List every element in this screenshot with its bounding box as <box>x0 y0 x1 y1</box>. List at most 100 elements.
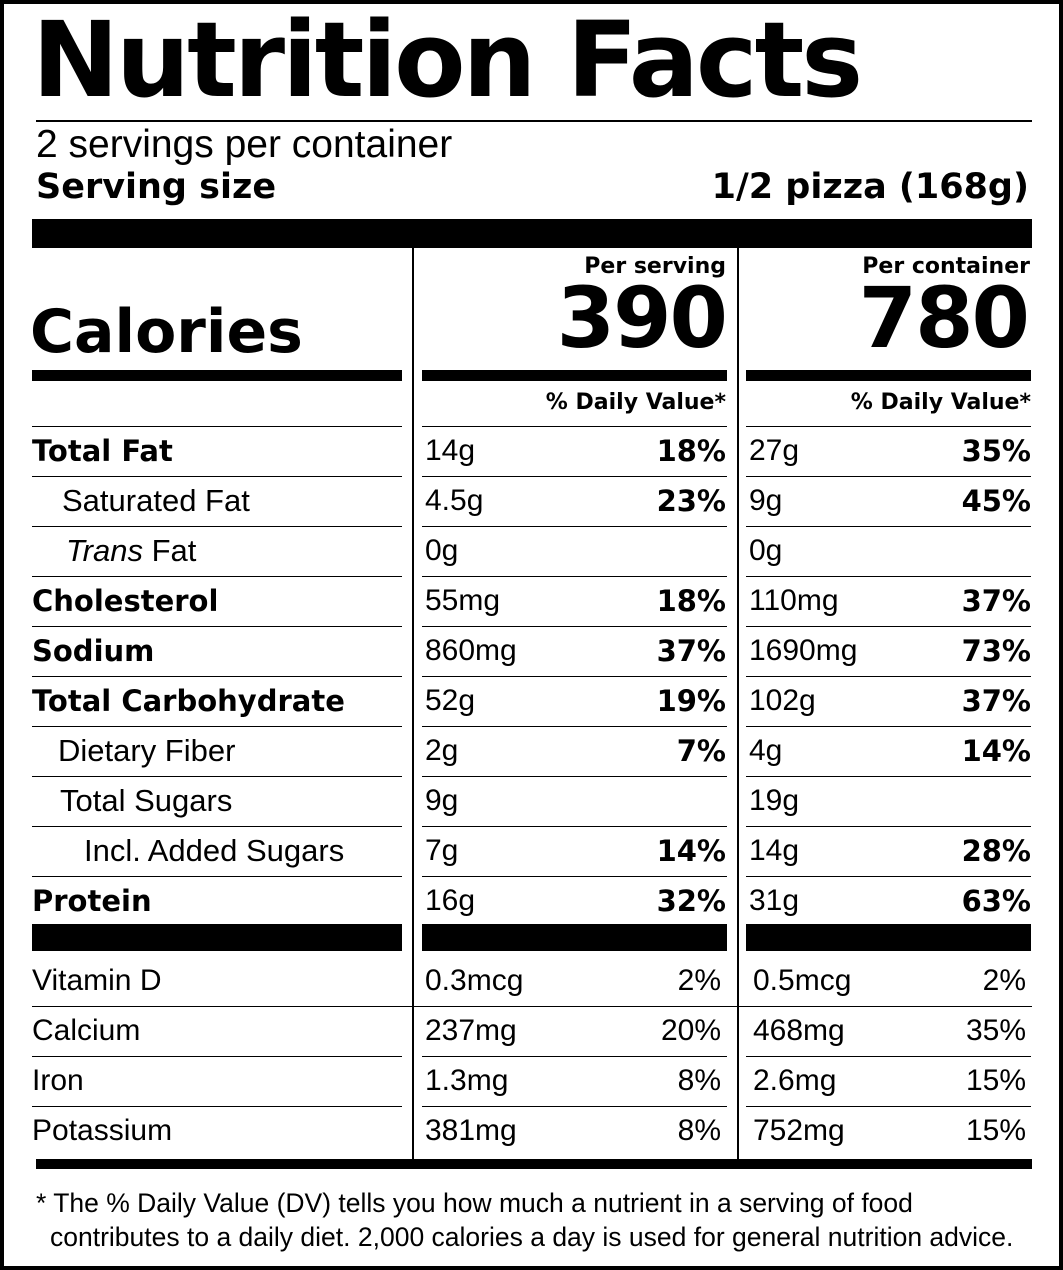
calories-rule-name <box>32 370 402 381</box>
nutrient-name: Total Fat <box>32 434 173 468</box>
row-separator <box>746 576 1031 577</box>
row-separator <box>32 876 402 877</box>
vitamin-serving-amount: 0.3mcg <box>425 964 524 997</box>
footnote-line-2: contributes to a daily diet. 2,000 calor… <box>50 1222 1014 1252</box>
nutrient-name: Total Sugars <box>60 783 233 818</box>
vitamin-row: Potassium 381mg 8% 752mg 15% <box>4 1106 1059 1156</box>
row-separator <box>422 876 727 877</box>
nutrient-name: Incl. Added Sugars <box>84 833 345 868</box>
container-amount: 102g <box>749 684 816 717</box>
vitamin-name: Potassium <box>32 1114 173 1147</box>
nutrient-row: Dietary Fiber 2g 7% 4g 14% <box>4 726 1059 776</box>
row-separator <box>32 1006 1032 1007</box>
container-amount: 27g <box>749 434 800 467</box>
vitamin-container-amount: 0.5mcg <box>753 964 852 997</box>
row-separator <box>32 576 402 577</box>
row-separator <box>32 626 402 627</box>
vitamin-row: Iron 1.3mg 8% 2.6mg 15% <box>4 1056 1059 1106</box>
nutrient-name-italic: Trans <box>66 533 143 568</box>
serving-daily-value: 32% <box>656 884 726 918</box>
vitamin-container-amount: 752mg <box>753 1114 845 1147</box>
serving-amount: 16g <box>425 884 476 917</box>
nutrient-row: Cholesterol 55mg 18% 110mg 37% <box>4 576 1059 626</box>
row-separator <box>422 426 727 427</box>
nutrient-name: Protein <box>32 884 152 918</box>
vitamin-container-amount: 468mg <box>753 1014 845 1047</box>
vitamin-serving-dv: 20% <box>660 1014 721 1047</box>
serving-amount: 9g <box>425 784 459 817</box>
nutrient-name: Total Carbohydrate <box>32 684 345 718</box>
row-separator <box>746 426 1031 427</box>
container-daily-value: 45% <box>961 484 1031 518</box>
serving-daily-value: 18% <box>656 434 726 468</box>
container-daily-value: 14% <box>961 734 1031 768</box>
calories-label: Calories <box>30 297 303 367</box>
row-separator <box>32 776 402 777</box>
vitamin-row: Calcium 237mg 20% 468mg 35% <box>4 1006 1059 1056</box>
vitamin-serving-amount: 1.3mg <box>425 1064 509 1097</box>
dv-header-serving: % Daily Value* <box>545 390 726 415</box>
serving-amount: 55mg <box>425 584 501 617</box>
footnote: * The % Daily Value (DV) tells you how m… <box>36 1186 1013 1254</box>
vitamin-container-dv: 2% <box>982 964 1026 997</box>
vitamin-serving-amount: 237mg <box>425 1014 517 1047</box>
row-separator <box>32 476 402 477</box>
column-divider-2 <box>737 248 739 1160</box>
thick-divider-mid-container <box>746 924 1031 951</box>
nutrient-row: Total Fat 14g 18% 27g 35% <box>4 426 1059 476</box>
serving-amount: 7g <box>425 834 459 867</box>
calories-per-serving: 390 <box>556 269 728 367</box>
row-separator <box>746 1056 1031 1057</box>
nutrient-row: Sodium 860mg 37% 1690mg 73% <box>4 626 1059 676</box>
nutrient-name: Saturated Fat <box>62 483 250 518</box>
row-separator <box>32 1056 402 1057</box>
per-container-header: Per container <box>862 254 1030 279</box>
row-separator <box>32 676 402 677</box>
vitamin-serving-amount: 381mg <box>425 1114 517 1147</box>
container-amount: 110mg <box>749 584 839 617</box>
container-amount: 0g <box>749 534 783 567</box>
row-separator <box>32 1106 402 1107</box>
container-daily-value: 73% <box>961 634 1031 668</box>
row-separator <box>422 626 727 627</box>
serving-daily-value: 19% <box>656 684 726 718</box>
thick-divider-top <box>32 219 1032 248</box>
container-amount: 9g <box>749 484 783 517</box>
serving-daily-value: 37% <box>656 634 726 668</box>
nutrient-row: Saturated Fat 4.5g 23% 9g 45% <box>4 476 1059 526</box>
serving-amount: 4.5g <box>425 484 484 517</box>
container-daily-value: 35% <box>961 434 1031 468</box>
thick-divider-mid-serving <box>422 924 727 951</box>
serving-size-label: Serving size <box>36 167 277 207</box>
row-separator <box>746 626 1031 627</box>
per-serving-header: Per serving <box>584 254 726 279</box>
vitamin-name: Calcium <box>32 1014 141 1047</box>
row-separator <box>422 826 727 827</box>
container-daily-value: 28% <box>961 834 1031 868</box>
row-separator <box>746 876 1031 877</box>
serving-daily-value: 7% <box>676 734 726 768</box>
row-separator <box>422 526 727 527</box>
nutrient-row: Incl. Added Sugars 7g 14% 14g 28% <box>4 826 1059 876</box>
vitamin-container-dv: 35% <box>965 1014 1026 1047</box>
vitamin-name: Iron <box>32 1064 84 1097</box>
row-separator <box>746 476 1031 477</box>
footnote-line-1: * The % Daily Value (DV) tells you how m… <box>36 1188 913 1218</box>
row-separator <box>422 476 727 477</box>
container-daily-value: 37% <box>961 684 1031 718</box>
nutrient-row: Protein 16g 32% 31g 63% <box>4 876 1059 926</box>
row-separator <box>32 726 402 727</box>
title-divider <box>36 120 1032 122</box>
nutrient-row: Total Sugars 9g 19g <box>4 776 1059 826</box>
vitamin-row: Vitamin D 0.3mcg 2% 0.5mcg 2% <box>4 956 1059 1006</box>
nutrient-name: Dietary Fiber <box>58 733 236 768</box>
row-separator <box>746 526 1031 527</box>
row-separator <box>32 526 402 527</box>
container-amount: 31g <box>749 884 800 917</box>
container-amount: 14g <box>749 834 800 867</box>
serving-size-value: 1/2 pizza (168g) <box>711 167 1029 207</box>
row-separator <box>32 826 402 827</box>
serving-amount: 0g <box>425 534 459 567</box>
dv-header-container: % Daily Value* <box>850 390 1031 415</box>
row-separator <box>746 826 1031 827</box>
